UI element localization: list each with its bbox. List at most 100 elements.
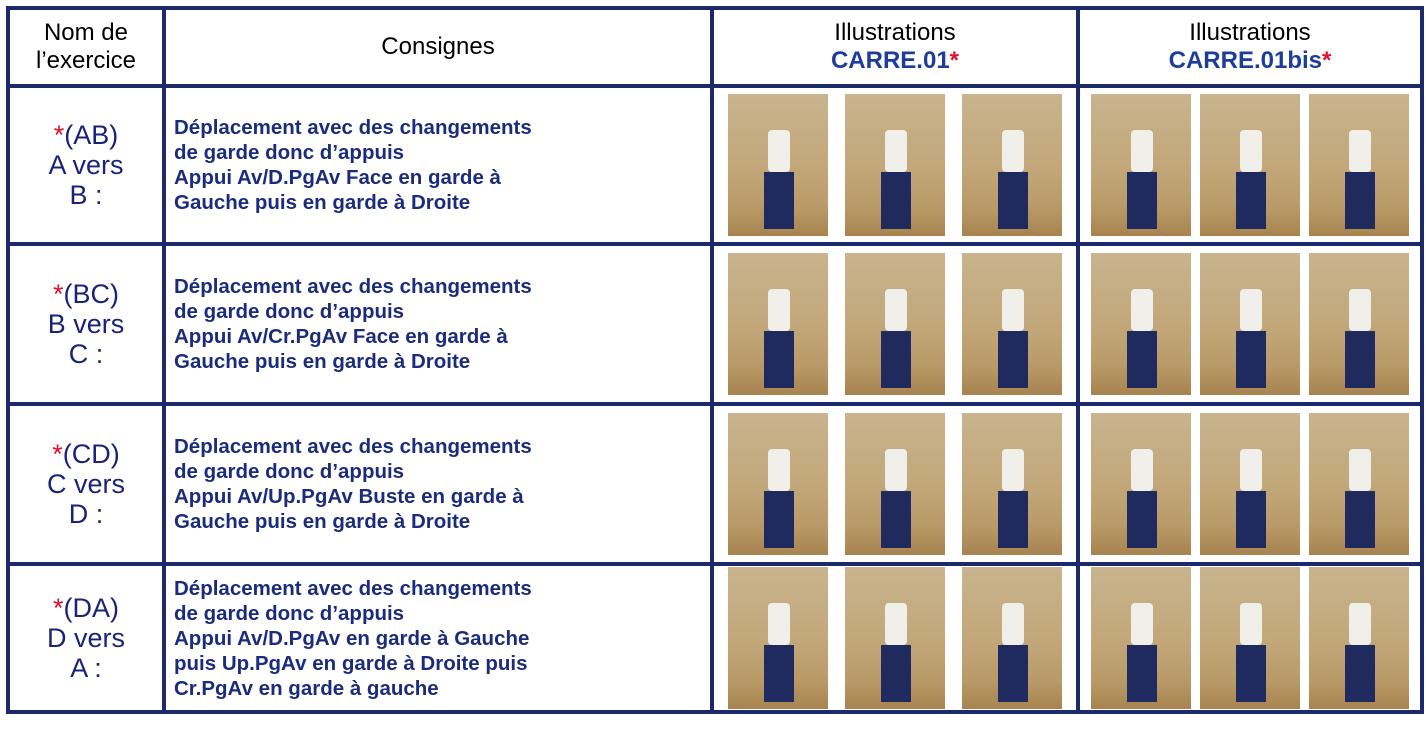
photo-strip [714, 253, 1076, 395]
photo [961, 94, 1062, 236]
name-cell: *(DA) D vers A : [6, 562, 166, 714]
exercise-code: (CD) [62, 439, 120, 469]
photo [1199, 94, 1300, 236]
photo [728, 413, 829, 555]
header-text: Illustrations [1189, 19, 1311, 46]
asterisk: * [1322, 47, 1332, 74]
photo [1199, 567, 1300, 709]
instructions-cell: Déplacement avec des changements de garde… [162, 562, 714, 714]
table-body: Nom de l’exercice Consignes Illustration… [6, 6, 1424, 714]
illustration-cell [1076, 562, 1424, 714]
photo [1199, 253, 1300, 395]
exercise-code: (BC) [63, 279, 120, 309]
instructions-cell: Déplacement avec des changements de garde… [162, 402, 714, 566]
name-line: A : [70, 653, 102, 683]
name-line: B : [69, 180, 103, 210]
photo [961, 567, 1062, 709]
instructions-cell: Déplacement avec des changements de garde… [162, 84, 714, 246]
asterisk: * [52, 279, 64, 309]
photo [1090, 567, 1191, 709]
photo [728, 567, 829, 709]
table-row: *(DA) D vers A : Déplacement avec des chang… [6, 562, 1424, 714]
photo [1090, 94, 1191, 236]
instruction-line: de garde donc d’appuis [174, 300, 405, 323]
header-text: l’exercice [35, 47, 137, 74]
photo [1090, 253, 1191, 395]
table-row: *(CD) C vers D : Déplacement avec des chang… [6, 402, 1424, 566]
illustration-cell [710, 84, 1080, 246]
name-cell: *(CD) C vers D : [6, 402, 166, 566]
header-text: Consignes [381, 33, 495, 60]
name-line: A vers [48, 150, 124, 180]
code: CARRE.01 [830, 47, 950, 74]
instruction-line: Gauche puis en garde à Droite [174, 510, 471, 533]
header-row: Nom de l’exercice Consignes Illustration… [6, 6, 1424, 88]
header-code: CARRE.01bis* [1080, 47, 1420, 75]
name-cell: *(AB) A vers B : [6, 84, 166, 246]
asterisk: * [52, 439, 63, 469]
instruction-line: Cr.PgAv en garde à gauche [174, 676, 439, 700]
instruction-line: de garde donc d’appuis [174, 601, 405, 625]
photo [844, 253, 945, 395]
instruction-line: Appui Av/Up.PgAv Buste en garde à [174, 485, 524, 508]
photo [1309, 413, 1410, 555]
instruction-line: de garde donc d’appuis [174, 460, 405, 483]
instruction-line: Déplacement avec des changements [174, 275, 532, 298]
photo [844, 413, 945, 555]
photo [1199, 413, 1300, 555]
instruction-line: Appui Av/D.PgAv en garde à Gauche [174, 626, 530, 650]
illustration-cell [1076, 84, 1424, 246]
photo [1309, 94, 1410, 236]
header-cell: Consignes [162, 6, 714, 88]
code: CARRE.01bis [1168, 47, 1323, 74]
instruction-line: Déplacement avec des changements [174, 435, 532, 458]
name-line: D vers [46, 623, 125, 653]
header-text: Nom de [43, 19, 129, 46]
photo [1090, 413, 1191, 555]
photo-strip [714, 413, 1076, 555]
name-line: *(CD) [10, 439, 162, 469]
photo [961, 253, 1062, 395]
instructions-cell: Déplacement avec des changements de garde… [162, 242, 714, 406]
photo [728, 94, 829, 236]
photo-strip [1080, 413, 1420, 555]
table-row: *(AB) A vers B : Déplacement avec des chang… [6, 84, 1424, 246]
photo-strip [1080, 567, 1420, 709]
table-row: *(BC) B vers C : Déplacement avec des chang… [6, 242, 1424, 406]
exercise-table: Nom de l’exercice Consignes Illustration… [6, 6, 1424, 714]
instruction-line: de garde donc d’appuis [174, 141, 405, 164]
header-text: Illustrations [834, 19, 956, 46]
photo [728, 253, 829, 395]
instruction-line: Appui Av/D.PgAv Face en garde à [174, 166, 501, 189]
photo [844, 94, 945, 236]
asterisk: * [949, 47, 960, 74]
illustration-cell [710, 562, 1080, 714]
name-line: C : [68, 339, 104, 369]
illustration-cell [710, 242, 1080, 406]
photo-strip [714, 94, 1076, 236]
instruction-line: Déplacement avec des changements [174, 576, 532, 600]
illustration-cell [710, 402, 1080, 566]
name-line: *(DA) [10, 593, 162, 623]
photo [1309, 253, 1410, 395]
header-cell: Illustrations CARRE.01bis* [1076, 6, 1424, 88]
name-line: *(AB) [10, 120, 162, 150]
photo [844, 567, 945, 709]
photo-strip [1080, 94, 1420, 236]
photo-strip [714, 567, 1076, 709]
name-cell: *(BC) B vers C : [6, 242, 166, 406]
instruction-line: puis Up.PgAv en garde à Droite puis [174, 651, 528, 675]
instruction-line: Gauche puis en garde à Droite [174, 191, 471, 214]
photo [1309, 567, 1410, 709]
instruction-line: Gauche puis en garde à Droite [174, 350, 471, 373]
asterisk: * [52, 593, 64, 623]
name-line: C vers [46, 469, 125, 499]
header-code: CARRE.01* [714, 47, 1076, 75]
instruction-line: Déplacement avec des changements [174, 116, 532, 139]
photo [961, 413, 1062, 555]
name-line: B vers [47, 309, 125, 339]
asterisk: * [53, 120, 65, 150]
exercise-code: (DA) [63, 593, 120, 623]
illustration-cell [1076, 402, 1424, 566]
exercise-code: (AB) [64, 120, 119, 150]
